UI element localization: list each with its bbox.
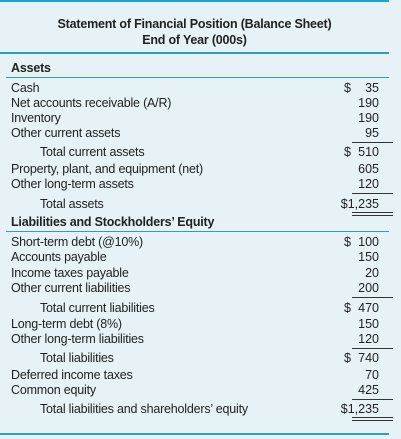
amount-value: 120 xyxy=(358,332,379,346)
subtotal-underline xyxy=(352,142,393,143)
table-row: Deferred income taxes 70 xyxy=(0,367,389,383)
subtotal-underline xyxy=(352,193,393,194)
amount-value: 120 xyxy=(358,177,379,191)
amount-value: 470 xyxy=(358,301,379,315)
row-label: Cash xyxy=(11,81,40,95)
statement-header: Statement of Financial Position (Balance… xyxy=(0,0,389,54)
table-row: Long-term debt (8%) 150 xyxy=(0,316,389,332)
table-row: Cash $ 35 xyxy=(0,80,389,96)
statement-title: Statement of Financial Position (Balance… xyxy=(57,17,332,31)
table-row: Total liabilities $ 740 xyxy=(0,350,389,366)
bottom-rule xyxy=(0,433,389,435)
row-label: Accounts payable xyxy=(11,250,107,264)
table-row: Other current liabilities 200 xyxy=(0,280,389,296)
amount-value: 605 xyxy=(358,162,379,176)
table-row: Short-term debt (@10%) $ 100 xyxy=(0,234,389,250)
row-label: Net accounts receivable (A/R) xyxy=(11,96,172,110)
row-label: Deferred income taxes xyxy=(11,368,133,382)
liabilities-heading-row: Liabilities and Stockholders’ Equity xyxy=(0,214,389,230)
amount-value: 35 xyxy=(365,81,379,95)
table-row: Property, plant, and equipment (net) 605 xyxy=(0,161,389,177)
amount-value: 20 xyxy=(365,266,379,280)
row-label: Other current assets xyxy=(11,126,121,140)
dollar-sign: $ xyxy=(344,81,351,95)
amount-value: $1,235 xyxy=(340,197,379,211)
assets-heading-row: Assets xyxy=(0,60,389,76)
dollar-sign: $ xyxy=(344,351,351,365)
table-row: Other long-term assets 120 xyxy=(0,176,389,192)
table-row: Other current assets 95 xyxy=(0,125,389,141)
subtotal-underline xyxy=(352,399,393,400)
table-row: Common equity 425 xyxy=(0,382,389,398)
row-label: Total liabilities xyxy=(40,351,114,365)
row-label: Common equity xyxy=(11,383,96,397)
statement-subtitle: End of Year (000s) xyxy=(142,33,247,47)
liabilities-heading-rule xyxy=(6,231,389,232)
table-row: Income taxes payable 20 xyxy=(0,265,389,281)
amount-value: 150 xyxy=(358,317,379,331)
subtotal-underline xyxy=(352,297,393,298)
liabilities-heading: Liabilities and Stockholders’ Equity xyxy=(11,215,215,229)
table-row: Total current liabilities $ 470 xyxy=(0,300,389,316)
amount-value: 740 xyxy=(358,351,379,365)
amount-value: 95 xyxy=(365,126,379,140)
row-label: Inventory xyxy=(11,111,61,125)
subtotal-underline xyxy=(352,348,393,349)
table-row: Inventory 190 xyxy=(0,110,389,126)
dollar-sign: $ xyxy=(344,235,351,249)
amount-value: 510 xyxy=(358,145,379,159)
amount-value: 190 xyxy=(358,111,379,125)
table-row: Total current assets $ 510 xyxy=(0,144,389,160)
row-label: Total assets xyxy=(40,197,104,211)
table-row: Other long-term liabilities 120 xyxy=(0,331,389,347)
row-label: Other long-term liabilities xyxy=(11,332,144,346)
row-label: Total liabilities and shareholders’ equi… xyxy=(40,402,248,416)
table-row: Accounts payable 150 xyxy=(0,249,389,265)
dollar-sign: $ xyxy=(344,301,351,315)
table-row: Total assets $1,235 xyxy=(0,196,389,212)
amount-value: $1,235 xyxy=(340,402,379,416)
assets-heading: Assets xyxy=(11,61,51,75)
amount-value: 150 xyxy=(358,250,379,264)
row-label: Income taxes payable xyxy=(11,266,129,280)
assets-heading-rule xyxy=(6,77,389,78)
row-label: Property, plant, and equipment (net) xyxy=(11,162,203,176)
amount-value: 200 xyxy=(358,281,379,295)
dollar-sign: $ xyxy=(344,145,351,159)
table-row: Total liabilities and shareholders’ equi… xyxy=(0,401,389,417)
row-label: Total current liabilities xyxy=(40,301,155,315)
total-double-underline xyxy=(352,212,393,216)
amount-value: 70 xyxy=(365,368,379,382)
amount-value: 100 xyxy=(358,235,379,249)
row-label: Long-term debt (8%) xyxy=(11,317,122,331)
total-double-underline xyxy=(352,417,393,421)
row-label: Total current assets xyxy=(40,145,145,159)
table-row: Net accounts receivable (A/R) 190 xyxy=(0,95,389,111)
amount-value: 190 xyxy=(358,96,379,110)
row-label: Short-term debt (@10%) xyxy=(11,235,143,249)
amount-value: 425 xyxy=(358,383,379,397)
row-label: Other long-term assets xyxy=(11,177,134,191)
row-label: Other current liabilities xyxy=(11,281,131,295)
